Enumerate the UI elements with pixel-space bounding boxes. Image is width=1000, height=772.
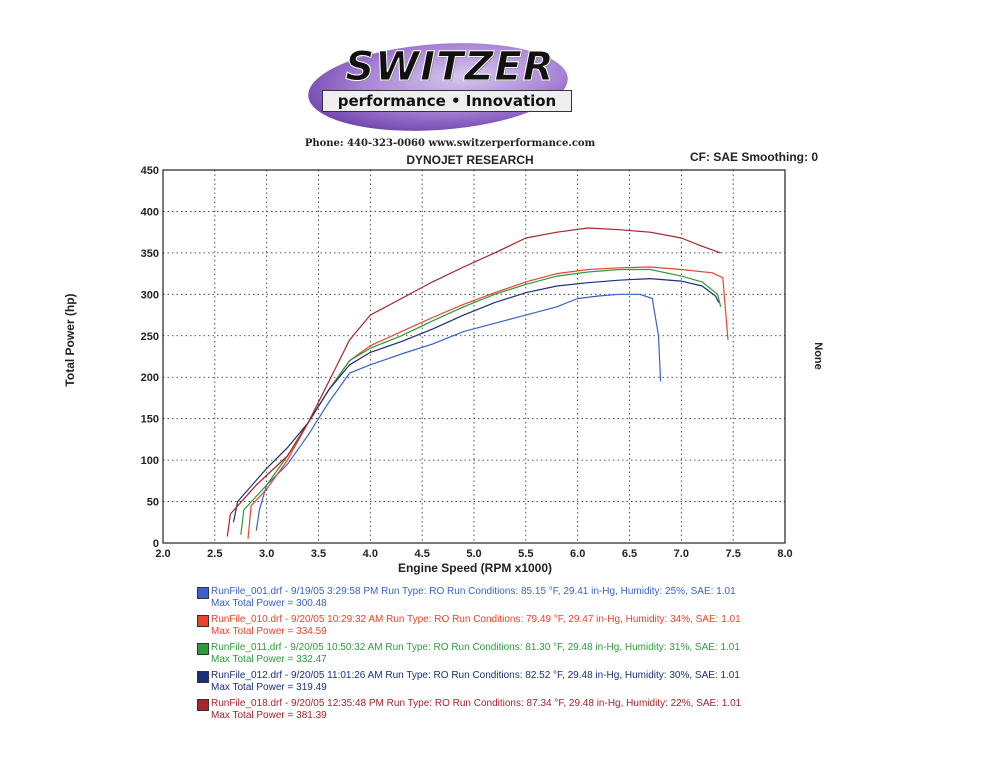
legend-run-info: RunFile_012.drf - 9/20/05 11:01:26 AM Ru… — [211, 670, 740, 681]
y-tick-label: 300 — [141, 289, 159, 301]
y-axis-label: Total Power (hp) — [63, 293, 77, 387]
chart-title: DYNOJET RESEARCH — [406, 153, 534, 167]
x-tick-label: 5.5 — [518, 548, 533, 560]
x-tick-label: 2.0 — [155, 548, 170, 560]
legend-swatch — [197, 699, 209, 711]
x-axis-label: Engine Speed (RPM x1000) — [397, 561, 553, 575]
y-tick-label: 0 — [153, 538, 159, 550]
x-tick-label: 2.5 — [207, 548, 222, 560]
correction-factor: CF: SAE Smoothing: 0 — [690, 150, 818, 164]
logo-wordmark: SWITZER — [345, 44, 555, 91]
x-tick-label: 7.5 — [726, 548, 741, 560]
x-tick-label: 8.0 — [777, 548, 792, 560]
y-tick-label: 450 — [141, 165, 159, 177]
y-tick-label: 350 — [141, 248, 159, 260]
y-tick-label: 150 — [141, 414, 159, 426]
x-tick-label: 5.0 — [466, 548, 481, 560]
y-tick-label: 400 — [141, 206, 159, 218]
legend-run-info: RunFile_010.drf - 9/20/05 10:29:32 AM Ru… — [211, 614, 741, 625]
legend-swatch — [197, 671, 209, 683]
plot-frame — [162, 169, 786, 544]
y-tick-label: 250 — [141, 331, 159, 343]
legend-run-info: RunFile_018.drf - 9/20/05 12:35:48 PM Ru… — [211, 698, 742, 709]
x-tick-label: 4.0 — [363, 548, 378, 560]
legend: RunFile_001.drf - 9/19/05 3:29:58 PM Run… — [197, 586, 817, 726]
y-tick-label: 100 — [141, 455, 159, 467]
legend-max-power: Max Total Power = 300.48 — [211, 598, 327, 609]
legend-max-power: Max Total Power = 319.49 — [211, 682, 327, 693]
x-tick-label: 3.0 — [259, 548, 274, 560]
series-line-run-010 — [247, 266, 729, 539]
series-lines — [226, 227, 729, 539]
legend-item: RunFile_001.drf - 9/19/05 3:29:58 PM Run… — [197, 586, 817, 614]
logo-tagline: performance • Innovation — [322, 90, 572, 112]
legend-run-info: RunFile_001.drf - 9/19/05 3:29:58 PM Run… — [211, 586, 736, 597]
right-axis-label: None — [812, 342, 824, 370]
legend-max-power: Max Total Power = 334.59 — [211, 626, 327, 637]
x-tick-label: 6.0 — [570, 548, 585, 560]
axis-ticks: 2.0 2.5 3.0 3.5 4.0 4.5 5.0 5.5 6.0 6.5 7.0 7.5 8.0 0… — [141, 165, 793, 560]
grid — [162, 169, 786, 544]
series-line-run-011 — [240, 268, 722, 535]
x-tick-label: 6.5 — [622, 548, 637, 560]
x-tick-label: 4.5 — [415, 548, 430, 560]
legend-swatch — [197, 615, 209, 627]
series-line-run-001 — [255, 293, 662, 531]
legend-item: RunFile_018.drf - 9/20/05 12:35:48 PM Ru… — [197, 698, 817, 726]
series-line-run-012 — [232, 278, 720, 523]
series-line-run-018 — [226, 227, 721, 537]
legend-max-power: Max Total Power = 381.39 — [211, 710, 327, 721]
y-tick-label: 50 — [147, 497, 159, 509]
y-tick-label: 200 — [141, 372, 159, 384]
legend-swatch — [197, 587, 209, 599]
contact-info: Phone: 440-323-0060 www.switzerperforman… — [304, 138, 596, 149]
legend-max-power: Max Total Power = 332.47 — [211, 654, 327, 665]
legend-swatch — [197, 643, 209, 655]
legend-run-info: RunFile_011.drf - 9/20/05 10:50:32 AM Ru… — [211, 642, 740, 653]
legend-item: RunFile_011.drf - 9/20/05 10:50:32 AM Ru… — [197, 642, 817, 670]
legend-item: RunFile_012.drf - 9/20/05 11:01:26 AM Ru… — [197, 670, 817, 698]
x-tick-label: 7.0 — [674, 548, 689, 560]
x-tick-label: 3.5 — [311, 548, 326, 560]
switzer-logo: SWITZER performance • Innovation — [300, 35, 600, 139]
legend-item: RunFile_010.drf - 9/20/05 10:29:32 AM Ru… — [197, 614, 817, 642]
